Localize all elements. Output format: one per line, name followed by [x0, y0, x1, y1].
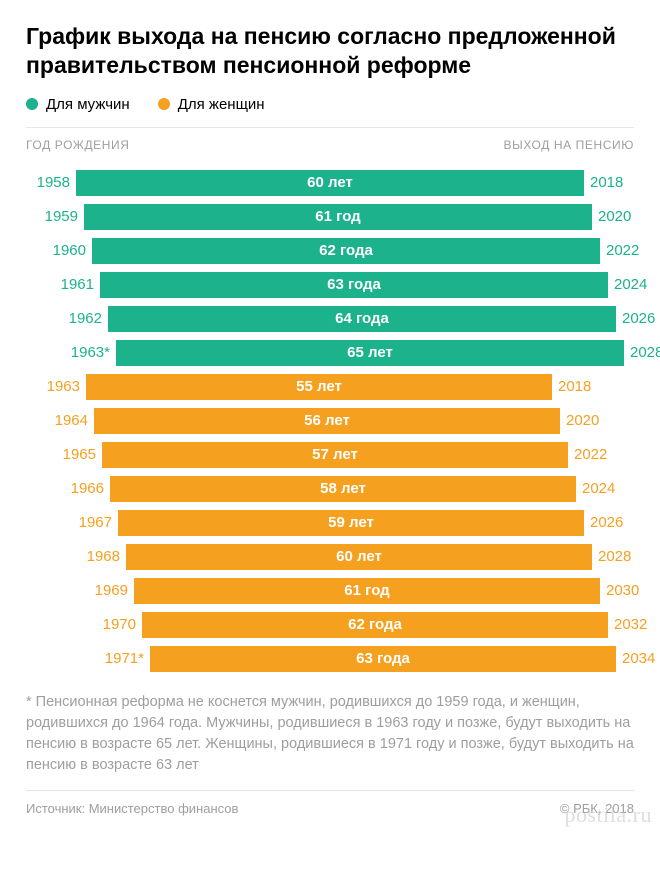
- copyright-text: © РБК, 2018: [560, 801, 634, 816]
- birth-year-label: 1966: [26, 474, 110, 504]
- source-row: Источник: Министерство финансов © РБК, 2…: [26, 790, 634, 816]
- column-headers: ГОД РОЖДЕНИЯ ВЫХОД НА ПЕНСИЮ: [26, 127, 634, 152]
- legend-item-men: Для мужчин: [26, 96, 130, 113]
- age-bar: 64 года: [108, 306, 616, 332]
- birth-year-label: 1964: [26, 406, 94, 436]
- bar-row: 196355 лет2018: [26, 372, 634, 402]
- age-bar: 63 года: [100, 272, 608, 298]
- legend: Для мужчин Для женщин: [26, 96, 634, 113]
- birth-year-label: 1971*: [26, 644, 150, 674]
- age-bar: 61 год: [84, 204, 592, 230]
- retire-year-label: 2018: [552, 372, 634, 402]
- birth-year-label: 1962: [26, 304, 108, 334]
- retire-year-label: 2026: [616, 304, 634, 334]
- bar-row: 196557 лет2022: [26, 440, 634, 470]
- footnote: * Пенсионная реформа не коснется мужчин,…: [26, 692, 634, 776]
- legend-item-women: Для женщин: [158, 96, 265, 113]
- legend-label-men: Для мужчин: [46, 96, 130, 113]
- retire-year-label: 2030: [600, 576, 634, 606]
- bar-row: 196658 лет2024: [26, 474, 634, 504]
- age-bar: 62 года: [142, 612, 608, 638]
- birth-year-label: 1959: [26, 202, 84, 232]
- birth-year-label: 1958: [26, 168, 76, 198]
- header-retirement: ВЫХОД НА ПЕНСИЮ: [504, 138, 634, 152]
- birth-year-label: 1961: [26, 270, 100, 300]
- retire-year-label: 2034: [616, 644, 634, 674]
- bar-row: 1963*65 лет2028: [26, 338, 634, 368]
- retire-year-label: 2032: [608, 610, 634, 640]
- age-bar: 60 лет: [126, 544, 592, 570]
- bar-row: 196163 года2024: [26, 270, 634, 300]
- retire-year-label: 2024: [576, 474, 634, 504]
- bar-row: 196860 лет2028: [26, 542, 634, 572]
- retire-year-label: 2020: [592, 202, 634, 232]
- infographic-container: График выхода на пенсию согласно предлож…: [0, 0, 660, 834]
- age-bar: 56 лет: [94, 408, 560, 434]
- retire-year-label: 2022: [600, 236, 634, 266]
- birth-year-label: 1960: [26, 236, 92, 266]
- retire-year-label: 2018: [584, 168, 634, 198]
- birth-year-label: 1970: [26, 610, 142, 640]
- header-birth-year: ГОД РОЖДЕНИЯ: [26, 138, 130, 152]
- bar-row: 196759 лет2026: [26, 508, 634, 538]
- age-bar: 63 года: [150, 646, 616, 672]
- bar-row: 196961 год2030: [26, 576, 634, 606]
- bar-row: 1971*63 года2034: [26, 644, 634, 674]
- birth-year-label: 1963*: [26, 338, 116, 368]
- retire-year-label: 2028: [624, 338, 634, 368]
- bar-row: 195961 год2020: [26, 202, 634, 232]
- legend-dot-women: [158, 98, 170, 110]
- retire-year-label: 2020: [560, 406, 634, 436]
- bar-row: 196456 лет2020: [26, 406, 634, 436]
- retire-year-label: 2022: [568, 440, 634, 470]
- legend-dot-men: [26, 98, 38, 110]
- birth-year-label: 1963: [26, 372, 86, 402]
- age-bar: 55 лет: [86, 374, 552, 400]
- retire-year-label: 2026: [584, 508, 634, 538]
- age-bar: 59 лет: [118, 510, 584, 536]
- age-bar: 58 лет: [110, 476, 576, 502]
- age-bar: 62 года: [92, 238, 600, 264]
- birth-year-label: 1967: [26, 508, 118, 538]
- age-bar: 60 лет: [76, 170, 584, 196]
- age-bar: 65 лет: [116, 340, 624, 366]
- age-bar: 57 лет: [102, 442, 568, 468]
- birth-year-label: 1969: [26, 576, 134, 606]
- birth-year-label: 1968: [26, 542, 126, 572]
- bar-rows: 195860 лет2018195961 год2020196062 года2…: [26, 168, 634, 674]
- birth-year-label: 1965: [26, 440, 102, 470]
- bar-row: 197062 года2032: [26, 610, 634, 640]
- retire-year-label: 2024: [608, 270, 634, 300]
- chart-title: График выхода на пенсию согласно предлож…: [26, 22, 634, 80]
- age-bar: 61 год: [134, 578, 600, 604]
- retire-year-label: 2028: [592, 542, 634, 572]
- bar-row: 195860 лет2018: [26, 168, 634, 198]
- bar-row: 196062 года2022: [26, 236, 634, 266]
- legend-label-women: Для женщин: [178, 96, 265, 113]
- source-text: Источник: Министерство финансов: [26, 801, 238, 816]
- bar-row: 196264 года2026: [26, 304, 634, 334]
